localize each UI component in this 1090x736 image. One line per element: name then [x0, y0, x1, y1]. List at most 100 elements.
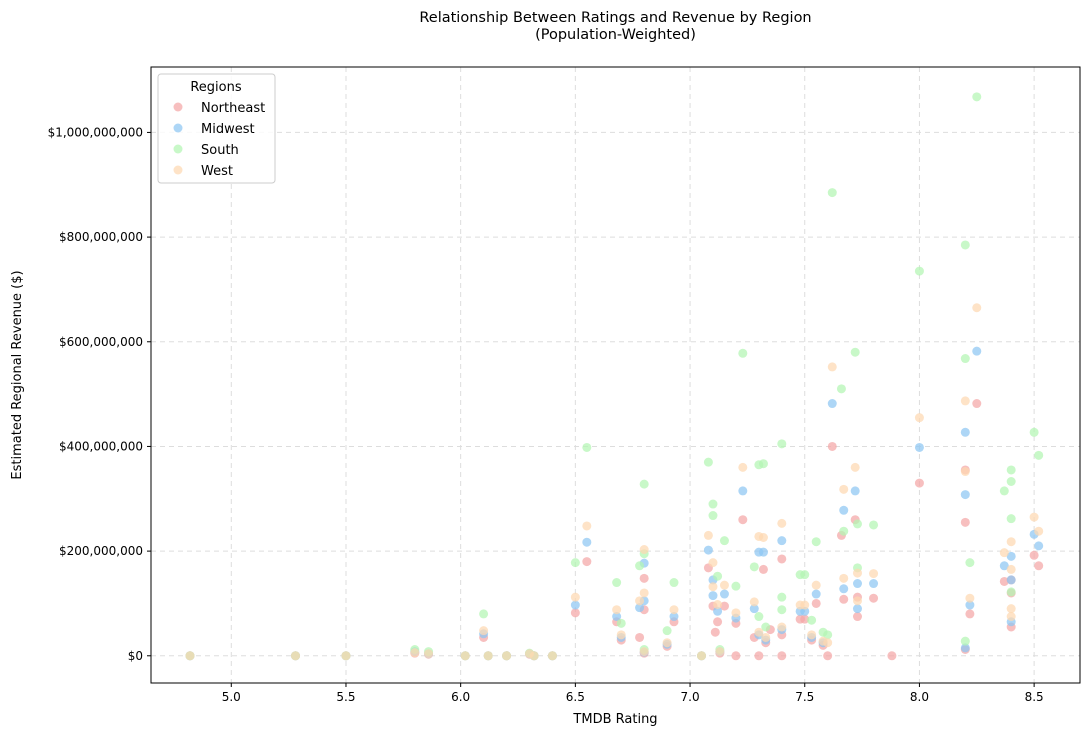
- data-point: [1006, 551, 1016, 561]
- y-tick-label: $600,000,000: [59, 335, 143, 349]
- x-tick-label: 7.0: [681, 690, 700, 704]
- data-point: [479, 626, 489, 636]
- data-point: [582, 521, 592, 531]
- data-point: [703, 545, 713, 555]
- data-point: [483, 651, 493, 661]
- data-point: [914, 266, 924, 276]
- data-point: [914, 442, 924, 452]
- data-point: [185, 651, 195, 661]
- data-point: [738, 486, 748, 496]
- data-point: [852, 596, 862, 606]
- data-point: [852, 579, 862, 589]
- legend-title: Regions: [190, 80, 242, 95]
- data-point: [341, 651, 351, 661]
- data-point: [719, 589, 729, 599]
- data-point: [972, 399, 982, 409]
- data-point: [960, 354, 970, 364]
- data-point: [972, 92, 982, 102]
- data-point: [965, 593, 975, 603]
- data-point: [713, 571, 723, 581]
- data-point: [662, 626, 672, 636]
- data-point: [639, 588, 649, 598]
- data-point: [777, 439, 787, 449]
- data-point: [965, 558, 975, 568]
- data-point: [761, 632, 771, 642]
- data-point: [914, 478, 924, 488]
- x-axis: 5.0 5.5 6.0 6.5 7.0 7.5 8.0 8.5: [222, 683, 1044, 704]
- data-point: [708, 558, 718, 568]
- data-point: [965, 600, 975, 610]
- x-axis-label: TMDB Rating: [572, 712, 657, 727]
- data-point: [1006, 612, 1016, 622]
- data-point: [708, 511, 718, 521]
- data-point: [960, 643, 970, 653]
- data-point: [669, 578, 679, 588]
- data-point: [1029, 427, 1039, 437]
- data-point: [1029, 550, 1039, 560]
- data-point: [827, 399, 837, 409]
- data-point: [827, 362, 837, 372]
- data-point: [713, 599, 723, 609]
- data-point: [960, 517, 970, 527]
- data-point: [777, 651, 787, 661]
- data-point: [852, 612, 862, 622]
- data-point: [777, 554, 787, 564]
- x-tick-label: 6.5: [566, 690, 585, 704]
- data-point: [1029, 512, 1039, 522]
- legend: Regions Northeast Midwest South West: [157, 73, 276, 184]
- legend-label: Midwest: [201, 122, 255, 137]
- chart-title: Relationship Between Ratings and Revenue…: [419, 10, 811, 26]
- data-point: [719, 536, 729, 546]
- data-point: [738, 515, 748, 525]
- data-point: [710, 627, 720, 637]
- data-point: [800, 614, 810, 624]
- data-point: [972, 346, 982, 356]
- x-tick-label: 7.5: [795, 690, 814, 704]
- data-point: [800, 600, 810, 610]
- data-point: [460, 651, 470, 661]
- y-tick-label: $400,000,000: [59, 439, 143, 453]
- data-point: [839, 526, 849, 536]
- data-point: [703, 530, 713, 540]
- data-point: [1034, 526, 1044, 536]
- data-point: [811, 589, 821, 599]
- scatter-points: [185, 92, 1044, 661]
- data-point: [719, 601, 729, 611]
- data-point: [639, 479, 649, 489]
- data-point: [827, 188, 837, 198]
- data-point: [869, 593, 879, 603]
- data-point: [715, 647, 725, 657]
- data-point: [738, 462, 748, 472]
- data-point: [807, 630, 817, 640]
- data-point: [635, 561, 645, 571]
- data-point: [1006, 575, 1016, 585]
- plot-area-frame: [150, 66, 1081, 684]
- data-point: [731, 608, 741, 618]
- data-point: [582, 537, 592, 547]
- data-point: [639, 573, 649, 583]
- data-point: [1034, 561, 1044, 571]
- data-point: [635, 596, 645, 606]
- data-point: [502, 651, 512, 661]
- x-tick-label: 8.0: [910, 690, 929, 704]
- data-point: [823, 651, 833, 661]
- data-point: [852, 519, 862, 529]
- data-point: [965, 609, 975, 619]
- data-point: [999, 486, 1009, 496]
- data-point: [582, 557, 592, 567]
- data-point: [547, 651, 557, 661]
- data-point: [570, 558, 580, 568]
- data-point: [424, 649, 434, 659]
- grid-lines: [151, 67, 1080, 683]
- data-point: [960, 490, 970, 500]
- y-tick-label: $1,000,000,000: [48, 125, 143, 139]
- legend-marker: [173, 102, 183, 112]
- legend-marker: [173, 165, 183, 175]
- data-point: [758, 564, 768, 574]
- data-point: [669, 605, 679, 615]
- data-point: [713, 617, 723, 627]
- data-point: [479, 609, 489, 619]
- data-point: [850, 462, 860, 472]
- data-point: [570, 608, 580, 618]
